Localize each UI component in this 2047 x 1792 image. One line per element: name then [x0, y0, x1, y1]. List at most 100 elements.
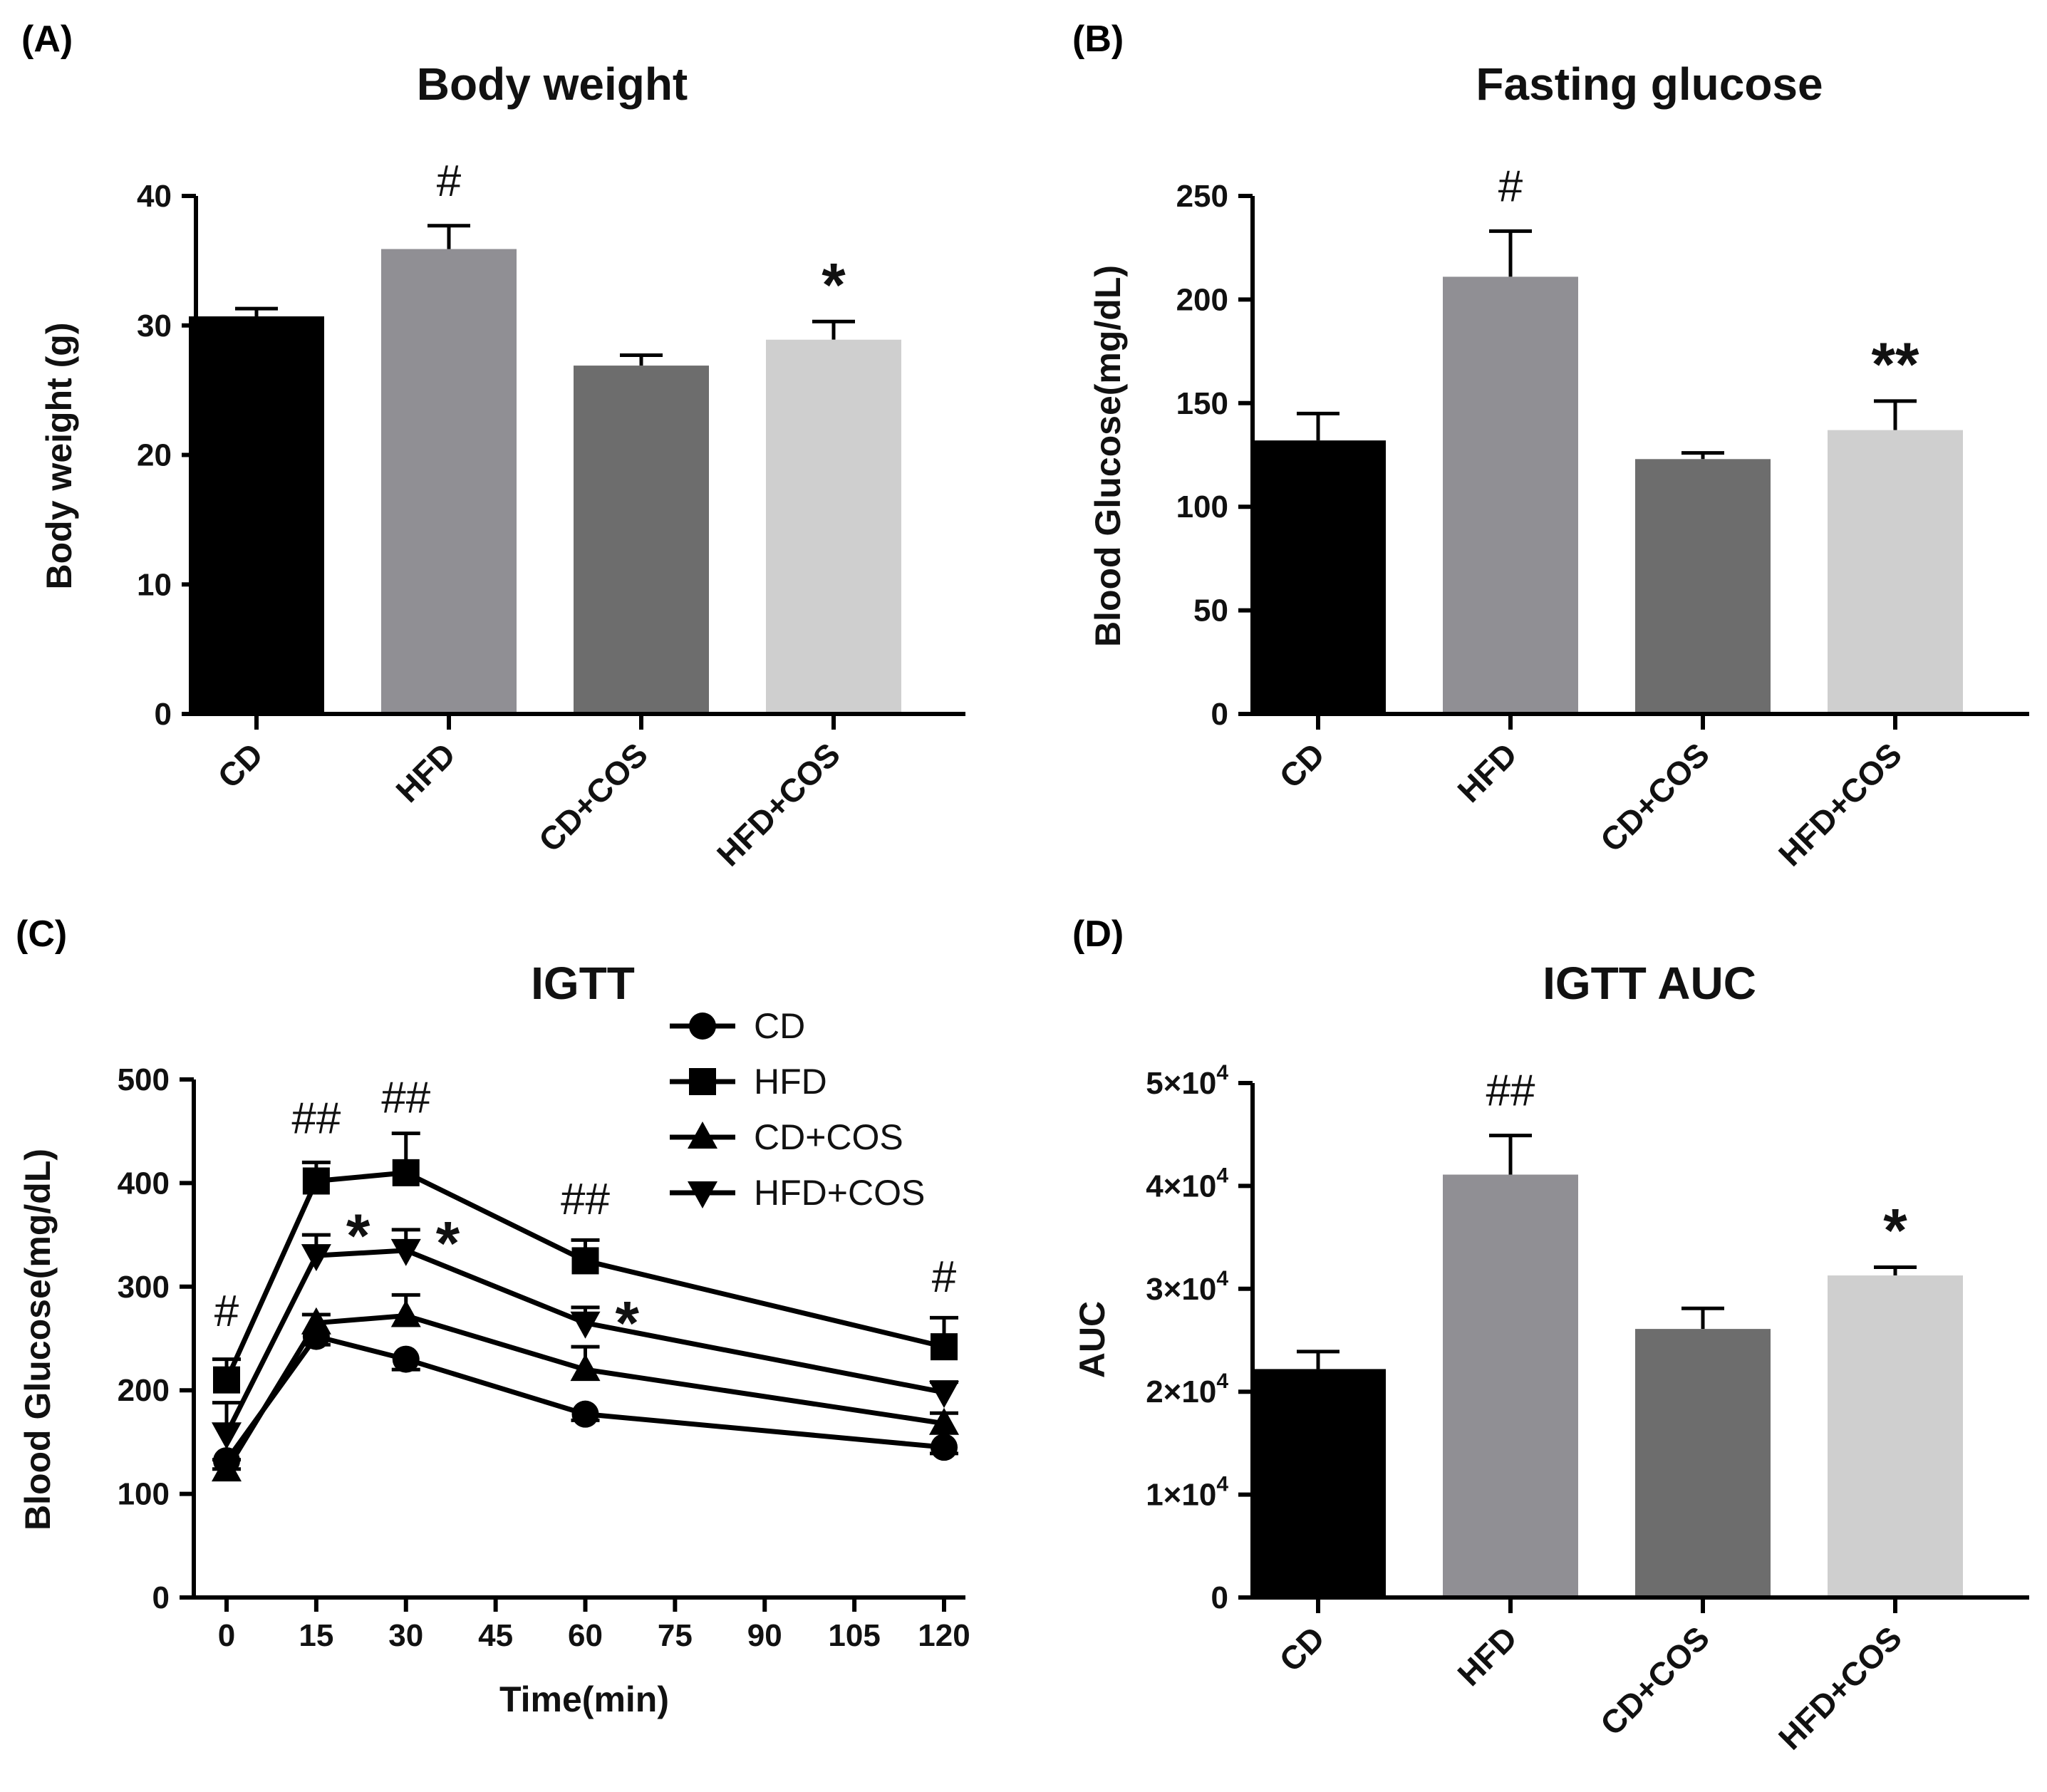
legend-label-1: HFD — [754, 1062, 827, 1102]
y-tick-label-c-1: 100 — [118, 1477, 170, 1512]
bar-a-0 — [189, 316, 324, 715]
point-2-2 — [390, 1300, 421, 1327]
y-axis-label-d: AUC — [1072, 1301, 1112, 1378]
point-3-4 — [929, 1381, 959, 1409]
point-2-0 — [212, 1454, 242, 1482]
x-tick-label-c-5: 75 — [658, 1618, 693, 1653]
panel-label-a: (A) — [21, 19, 73, 60]
legend-label-0: CD — [754, 1006, 805, 1046]
panel-a: (A) Body weight Body weight (g) CD # HFD CD… — [21, 19, 965, 873]
bar-d-2 — [1635, 1329, 1771, 1597]
annotation-c-2: ## — [381, 1074, 430, 1123]
bar-a-3 — [766, 339, 901, 714]
y-tick-label-b-4: 200 — [1176, 282, 1228, 317]
chart-title-a: Body weight — [417, 58, 688, 110]
x-tick-label-c-2: 30 — [388, 1618, 423, 1653]
y-tick-label-c-0: 0 — [152, 1580, 170, 1615]
chart-title-d: IGTT AUC — [1543, 958, 1756, 1009]
category-label-b-3: HFD+COS — [1771, 735, 1909, 873]
annotation-c-0: # — [214, 1287, 239, 1336]
point-0-2 — [392, 1345, 420, 1373]
legend-label-3: HFD+COS — [754, 1173, 925, 1213]
category-label-d-1: HFD — [1450, 1619, 1524, 1693]
x-tick-label-c-4: 60 — [568, 1618, 603, 1653]
y-tick-label-c-5: 500 — [118, 1062, 170, 1097]
category-label-a-2: CD+COS — [532, 735, 655, 859]
x-tick-label-c-3: 45 — [478, 1618, 513, 1653]
y-tick-label-a-3: 30 — [137, 309, 172, 343]
y-tick-label-c-2: 200 — [118, 1373, 170, 1408]
bar-b-0 — [1250, 440, 1386, 714]
category-label-a-3: HFD+COS — [710, 735, 847, 873]
point-2-1 — [301, 1307, 331, 1335]
annotation-c-5: * — [346, 1202, 370, 1270]
y-tick-label-d-1: 1×104 — [1146, 1473, 1228, 1513]
x-axis-label-c: Time(min) — [499, 1679, 669, 1719]
category-label-a-1: HFD — [388, 735, 462, 809]
point-3-0 — [212, 1422, 242, 1450]
y-tick-label-a-4: 40 — [137, 179, 172, 214]
y-axis-label-a: Body weight (g) — [39, 323, 79, 590]
panel-c: (C) IGTT Blood Glucose(mg/dL) Time(min) … — [16, 913, 970, 1719]
x-tick-label-c-1: 15 — [299, 1618, 333, 1653]
point-1-4 — [931, 1333, 958, 1361]
annotation-c-3: ## — [561, 1175, 610, 1224]
panel-label-b: (B) — [1072, 19, 1124, 60]
chart-title-c: IGTT — [531, 958, 635, 1009]
bar-a-2 — [574, 366, 709, 714]
point-2-3 — [570, 1354, 601, 1382]
x-tick-label-c-6: 90 — [747, 1618, 782, 1653]
point-0-3 — [571, 1400, 599, 1428]
bar-b-2 — [1635, 459, 1771, 714]
legend-marker-1 — [689, 1068, 716, 1095]
point-0-4 — [931, 1434, 958, 1461]
panel-label-c: (C) — [16, 913, 67, 955]
chart-title-b: Fasting glucose — [1476, 58, 1823, 110]
bar-a-1 — [381, 249, 517, 715]
x-tick-label-c-0: 0 — [218, 1618, 235, 1653]
y-tick-label-b-2: 100 — [1176, 490, 1228, 524]
annotation-c-4: # — [932, 1253, 957, 1302]
legend-marker-2 — [688, 1122, 717, 1149]
y-tick-label-c-4: 400 — [118, 1166, 170, 1201]
panel-b: (B) Fasting glucose Blood Glucose(mg/dL)… — [1072, 19, 2029, 873]
y-tick-label-d-3: 3×104 — [1146, 1267, 1228, 1307]
y-axis-label-c: Blood Glucose(mg/dL) — [18, 1149, 58, 1531]
bar-b-1 — [1443, 276, 1578, 714]
annotation-c-1: ## — [291, 1094, 341, 1144]
point-3-3 — [570, 1311, 601, 1339]
category-label-b-0: CD — [1272, 735, 1332, 795]
y-tick-label-b-3: 150 — [1176, 386, 1228, 421]
category-label-d-3: HFD+COS — [1771, 1619, 1909, 1756]
significance-d-3: * — [1883, 1196, 1907, 1265]
bar-d-3 — [1828, 1275, 1963, 1597]
x-tick-label-c-8: 120 — [918, 1618, 970, 1653]
annotation-c-7: * — [616, 1289, 640, 1357]
point-3-1 — [301, 1244, 331, 1272]
point-1-3 — [571, 1247, 599, 1275]
panel-label-d: (D) — [1072, 913, 1124, 955]
y-tick-label-a-0: 0 — [155, 697, 172, 732]
y-tick-label-b-0: 0 — [1211, 697, 1228, 732]
panel-d: (D) IGTT AUC AUC CD ## HFD CD+COS * HFD+COS 0 1… — [1072, 913, 2029, 1756]
annotation-c-6: * — [436, 1209, 460, 1278]
y-tick-label-d-2: 2×104 — [1146, 1369, 1228, 1409]
category-label-b-1: HFD — [1450, 735, 1524, 809]
point-3-2 — [390, 1238, 421, 1266]
category-label-b-2: CD+COS — [1593, 735, 1716, 859]
bar-b-3 — [1828, 430, 1963, 714]
bar-d-0 — [1250, 1369, 1386, 1597]
significance-b-1: # — [1498, 162, 1523, 211]
category-label-d-0: CD — [1272, 1619, 1332, 1679]
significance-b-3: ** — [1872, 331, 1919, 399]
legend-marker-3 — [688, 1181, 717, 1208]
x-tick-label-c-7: 105 — [828, 1618, 880, 1653]
y-tick-label-a-2: 20 — [137, 438, 172, 473]
bar-d-1 — [1443, 1174, 1578, 1597]
point-1-0 — [213, 1366, 240, 1394]
y-tick-label-c-3: 300 — [118, 1270, 170, 1305]
y-tick-label-d-4: 4×104 — [1146, 1164, 1228, 1203]
y-tick-label-b-5: 250 — [1176, 179, 1228, 214]
point-2-4 — [929, 1407, 959, 1435]
